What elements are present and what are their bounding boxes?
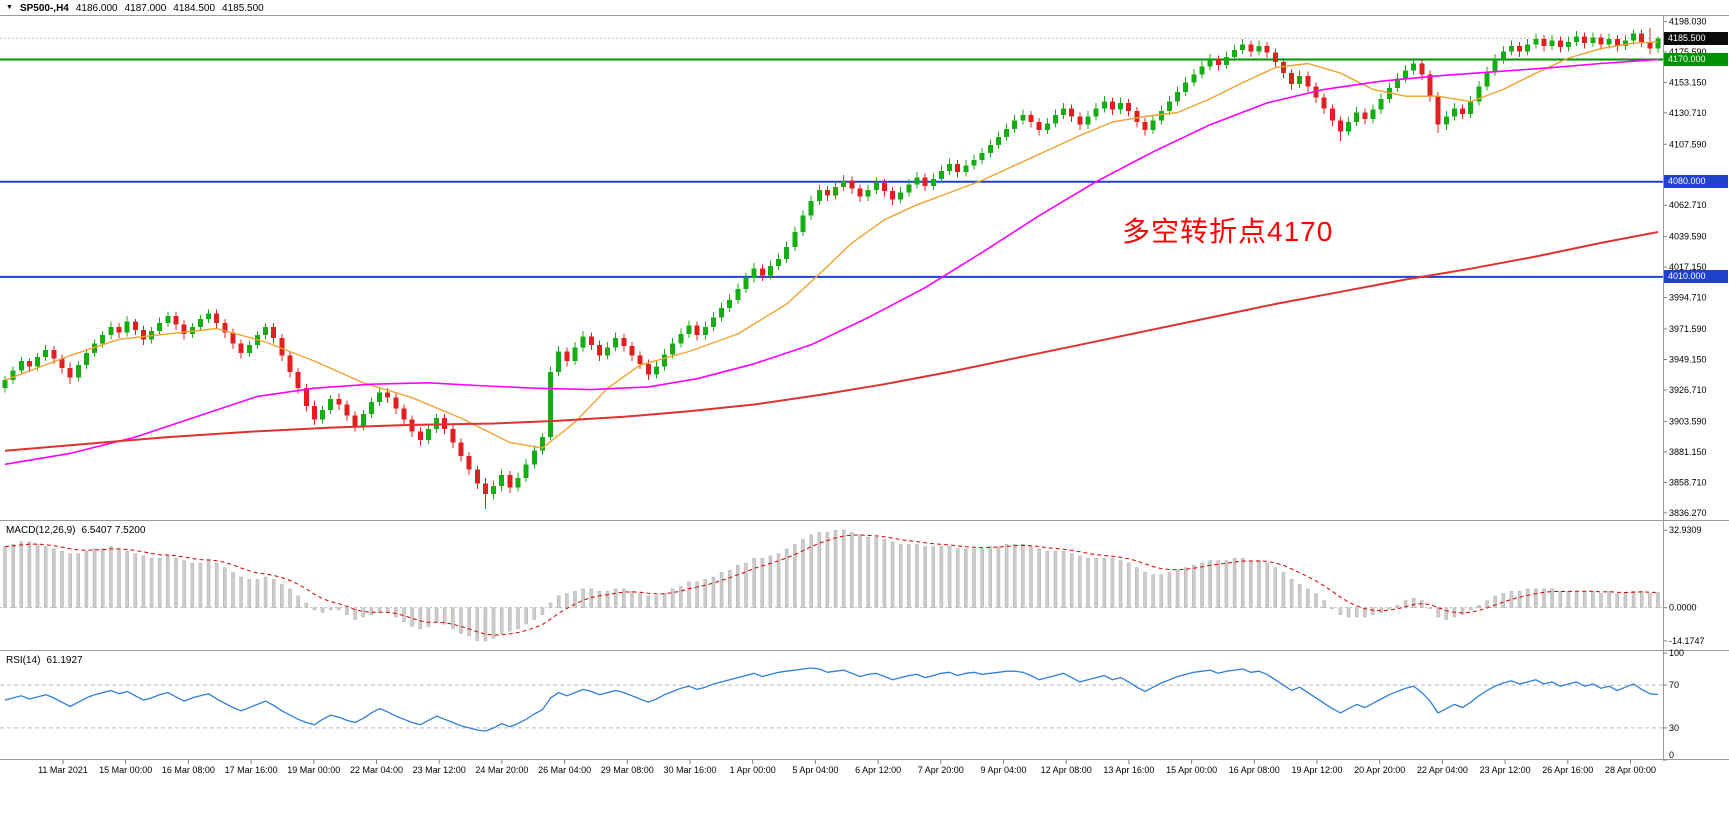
svg-text:3903.590: 3903.590 (1669, 416, 1707, 426)
svg-text:29 Mar 08:00: 29 Mar 08:00 (601, 765, 654, 775)
svg-text:16 Mar 08:00: 16 Mar 08:00 (162, 765, 215, 775)
svg-text:13 Apr 16:00: 13 Apr 16:00 (1103, 765, 1154, 775)
svg-text:16 Apr 08:00: 16 Apr 08:00 (1229, 765, 1280, 775)
svg-text:24 Mar 20:00: 24 Mar 20:00 (475, 765, 528, 775)
price-tag-4010: 4010.000 (1664, 270, 1728, 284)
svg-text:30: 30 (1669, 723, 1679, 733)
svg-text:30 Mar 16:00: 30 Mar 16:00 (663, 765, 716, 775)
time-axis[interactable]: 11 Mar 2021 15 Mar 00:00 16 Mar 08:00 17 Ma… (38, 760, 1656, 775)
svg-text:1 Apr 00:00: 1 Apr 00:00 (730, 765, 776, 775)
rsi-panel (0, 667, 1663, 732)
svg-text:-14.1747: -14.1747 (1669, 636, 1705, 646)
svg-text:4153.150: 4153.150 (1669, 77, 1707, 87)
svg-text:11 Mar 2021: 11 Mar 2021 (38, 765, 88, 775)
svg-text:100: 100 (1669, 648, 1684, 658)
rsi-value: 61.1927 (46, 655, 83, 666)
macd-axis[interactable]: 32.9309 0.0000 -14.1747 (1663, 525, 1705, 646)
symbol-period-label: SP500-,H4 (19, 2, 69, 14)
svg-text:4107.590: 4107.590 (1669, 139, 1707, 149)
svg-text:32.9309: 32.9309 (1669, 525, 1702, 535)
svg-text:4198.030: 4198.030 (1669, 16, 1707, 26)
price-tag-4080: 4080.000 (1664, 175, 1728, 189)
svg-text:28 Apr 00:00: 28 Apr 00:00 (1605, 765, 1656, 775)
svg-text:3971.590: 3971.590 (1669, 324, 1707, 334)
price-axis[interactable]: 4198.030 4175.590 4153.150 4130.710 4107.590… (1663, 16, 1707, 518)
svg-text:3881.150: 3881.150 (1669, 447, 1707, 457)
svg-text:7 Apr 20:00: 7 Apr 20:00 (918, 765, 964, 775)
ma-slow-red (4, 231, 1659, 452)
quote-open: 4186.000 (75, 2, 118, 14)
price-tag-current: 4185.500 (1664, 31, 1728, 45)
ma-mid-magenta (4, 58, 1659, 466)
svg-text:19 Apr 12:00: 19 Apr 12:00 (1291, 765, 1342, 775)
svg-text:20 Apr 20:00: 20 Apr 20:00 (1354, 765, 1405, 775)
svg-text:22 Mar 04:00: 22 Mar 04:00 (350, 765, 403, 775)
rsi-name: RSI(14) (6, 655, 41, 666)
svg-text:4175.590: 4175.590 (1669, 47, 1707, 57)
svg-text:0.0000: 0.0000 (1669, 603, 1697, 613)
svg-text:3858.710: 3858.710 (1669, 477, 1707, 487)
chart-annotation-text: 多空转折点4170 (1122, 216, 1334, 247)
rsi-line (4, 667, 1659, 732)
rsi-indicator-label: RSI(14) 61.1927 (6, 655, 83, 666)
svg-text:23 Mar 12:00: 23 Mar 12:00 (413, 765, 466, 775)
svg-text:70: 70 (1669, 680, 1679, 690)
ma-fast-orange (4, 41, 1659, 449)
svg-text:6 Apr 12:00: 6 Apr 12:00 (855, 765, 901, 775)
svg-text:4130.710: 4130.710 (1669, 108, 1707, 118)
svg-text:3994.710: 3994.710 (1669, 293, 1707, 303)
price-tag-4170: 4170.000 (1664, 52, 1728, 66)
rsi-axis[interactable]: 100 70 30 0 (1663, 648, 1684, 761)
svg-text:4062.710: 4062.710 (1669, 200, 1707, 210)
svg-text:4017.150: 4017.150 (1669, 262, 1707, 272)
svg-text:15 Mar 00:00: 15 Mar 00:00 (99, 765, 152, 775)
quote-low: 4184.500 (173, 2, 216, 14)
svg-text:9 Apr 04:00: 9 Apr 04:00 (980, 765, 1026, 775)
macd-indicator-label: MACD(12,26,9) 6.5407 7.5200 (6, 525, 145, 536)
svg-text:3836.270: 3836.270 (1669, 508, 1707, 518)
macd-values: 6.5407 7.5200 (81, 525, 146, 536)
candles-layer (2, 28, 1661, 510)
svg-text:23 Apr 12:00: 23 Apr 12:00 (1480, 765, 1531, 775)
panel-borders (0, 15, 1729, 760)
svg-text:3926.710: 3926.710 (1669, 385, 1707, 395)
svg-text:5 Apr 04:00: 5 Apr 04:00 (792, 765, 838, 775)
quote-high: 4187.000 (124, 2, 167, 14)
macd-panel (0, 529, 1663, 642)
svg-text:19 Mar 00:00: 19 Mar 00:00 (287, 765, 340, 775)
svg-text:3949.150: 3949.150 (1669, 354, 1707, 364)
svg-text:17 Mar 16:00: 17 Mar 16:00 (225, 765, 278, 775)
quote-close: 4185.500 (222, 2, 264, 14)
moving-averages (4, 41, 1659, 466)
macd-signal-line (4, 534, 1659, 636)
svg-text:26 Apr 16:00: 26 Apr 16:00 (1542, 765, 1593, 775)
quote-bar: ▼ SP500-,H4 4186.000 4187.000 4184.500 4… (6, 1, 264, 15)
macd-name: MACD(12,26,9) (6, 525, 76, 536)
svg-text:0: 0 (1669, 750, 1674, 760)
symbol-dropdown-icon[interactable]: ▼ (6, 4, 13, 11)
svg-text:26 Mar 04:00: 26 Mar 04:00 (538, 765, 591, 775)
svg-text:4039.590: 4039.590 (1669, 232, 1707, 242)
horizontal-lines (0, 58, 1663, 278)
svg-text:15 Apr 00:00: 15 Apr 00:00 (1166, 765, 1217, 775)
svg-text:22 Apr 04:00: 22 Apr 04:00 (1417, 765, 1468, 775)
svg-text:12 Apr 08:00: 12 Apr 08:00 (1041, 765, 1092, 775)
